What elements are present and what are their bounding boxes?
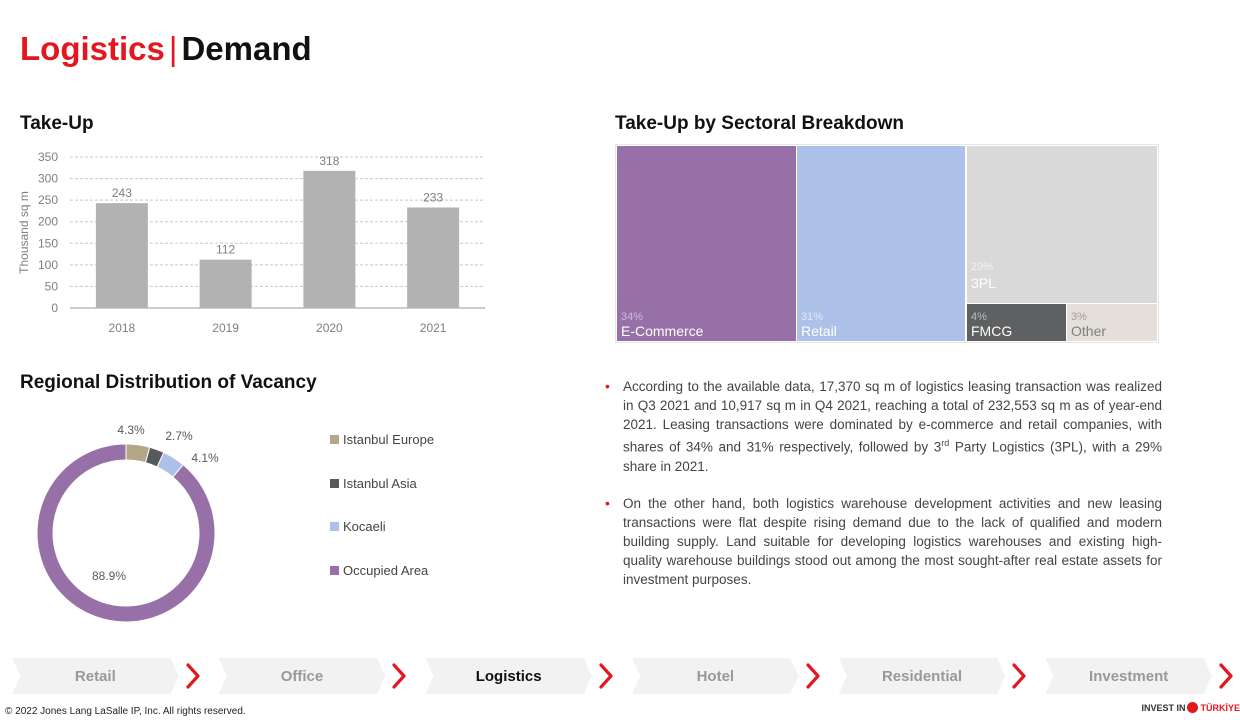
chevron-right-icon: [1009, 659, 1029, 693]
nav-tab-background: [12, 658, 179, 694]
vacancy-legend: Istanbul Europe Istanbul Asia Kocaeli Occup…: [330, 432, 490, 592]
donut-data-label: 2.7%: [165, 429, 193, 443]
treemap-category-label: FMCG: [971, 323, 1013, 339]
treemap-percent-label: 29%: [971, 261, 994, 273]
y-tick-label: 250: [38, 193, 58, 207]
bar-data-label: 318: [319, 154, 339, 168]
nav-tab-residential[interactable]: Residential: [881, 667, 962, 685]
chevron-right-icon: [803, 659, 823, 693]
y-tick-label: 50: [45, 279, 59, 293]
bar: [407, 207, 460, 308]
nav-tab-background: [425, 658, 592, 694]
donut-data-label: 4.3%: [117, 423, 145, 437]
y-tick-label: 150: [38, 236, 58, 250]
legend-label: Istanbul Asia: [343, 475, 417, 491]
bar: [303, 170, 356, 308]
treemap-percent-label: 34%: [621, 311, 644, 323]
nav-tab-background: [632, 658, 799, 694]
vacancy-donut-chart: 4.3% 2.7% 4.1% 88.9%: [36, 423, 219, 623]
x-tick-label: 2020: [316, 321, 343, 335]
treemap-percent-label: 4%: [971, 311, 987, 323]
takeup-bar-chart: 0 50 100 150 200 250 300 350 Thousand sq m 243 201…: [17, 150, 485, 335]
nav-tab-hotel[interactable]: Hotel: [696, 667, 735, 685]
treemap-category-label: Other: [1071, 323, 1107, 339]
nav-tab-retail[interactable]: Retail: [74, 667, 116, 685]
bar: [199, 259, 252, 308]
bullet-marker: •: [605, 378, 610, 394]
donut-data-label: 88.9%: [92, 569, 126, 583]
chevron-right-icon: [183, 659, 203, 693]
y-tick-label: 0: [51, 301, 58, 315]
bullet-marker: •: [605, 494, 610, 511]
nav-tab-logistics[interactable]: Logistics: [475, 667, 542, 685]
copyright-text: © 2022 Jones Lang LaSalle IP, Inc. All r…: [5, 706, 246, 717]
legend-label: Kocaeli: [343, 519, 386, 534]
vacancy-title: Regional Distribution of Vacancy: [20, 372, 317, 393]
bar-data-label: 233: [423, 190, 443, 204]
bullet-paragraph: • On the other hand, both logistics ware…: [605, 494, 1162, 589]
treemap-percent-label: 3%: [1071, 311, 1087, 323]
x-tick-label: 2021: [420, 321, 447, 335]
bar: [95, 203, 148, 308]
bullet-text-continued: Party Logistics (3PL), with a 29% share …: [623, 439, 1162, 474]
chevron-right-icon: [596, 659, 616, 693]
bar-data-label: 243: [112, 186, 132, 200]
legend-label: Istanbul Europe: [343, 432, 435, 447]
logo-turkiye-text: TÜRKİYE: [1200, 702, 1240, 713]
treemap-cell: 4% FMCG: [967, 304, 1066, 341]
sectoral-treemap: 34% E-Commerce 31% Retail 29% 3PL 4% FMCG 3% Othe…: [615, 144, 1159, 343]
logo-mark-icon: [1187, 702, 1199, 713]
donut-slice: [36, 443, 216, 623]
bullet-superscript: rd: [941, 438, 950, 448]
treemap-cell: 34% E-Commerce: [617, 146, 796, 341]
legend-swatch: [330, 435, 339, 444]
chevron-right-icon: [389, 659, 409, 693]
x-tick-label: 2019: [212, 321, 239, 335]
legend-item: Kocaeli: [330, 519, 386, 534]
y-tick-label: 300: [38, 172, 58, 186]
y-tick-label: 100: [38, 258, 58, 272]
invest-in-turkiye-logo: INVEST IN TÜRKİYE: [1141, 702, 1240, 713]
nav-tab-investment[interactable]: Investment: [1089, 667, 1169, 685]
chevron-right-icon: [1216, 659, 1236, 693]
section-nav-bar: Retail Office Logistics Hotel Residential Inv…: [0, 658, 1240, 696]
body-text: • According to the available data, 17,37…: [605, 377, 1162, 607]
bullet-text: On the other hand, both logistics wareho…: [623, 495, 1162, 587]
bullet-text: According to the available data, 17,370 …: [623, 379, 1162, 455]
nav-tab-background: [218, 658, 386, 694]
y-tick-label: 350: [38, 150, 58, 164]
treemap-cell: 3% Other: [1067, 304, 1157, 341]
legend-swatch: [330, 522, 339, 531]
treemap-category-label: Retail: [801, 323, 837, 339]
legend-item: Istanbul Europe: [330, 432, 434, 447]
logo-invest-text: INVEST IN: [1141, 702, 1186, 713]
page-title-subtopic: Demand: [181, 30, 312, 67]
legend-label: Occupied Area: [343, 562, 429, 578]
treemap-category-label: E-Commerce: [621, 323, 704, 339]
y-axis-label: Thousand sq m: [17, 191, 31, 274]
sectoral-breakdown-title: Take-Up by Sectoral Breakdown: [615, 113, 904, 134]
donut-data-label: 4.1%: [191, 451, 219, 465]
treemap-cell: 31% Retail: [797, 146, 965, 341]
page-title: Logistics | Demand: [20, 30, 312, 68]
treemap-percent-label: 31%: [801, 311, 824, 323]
treemap-cell: 29% 3PL: [967, 146, 1157, 303]
nav-tab-office[interactable]: Office: [280, 667, 324, 685]
bar-data-label: 112: [216, 243, 235, 257]
x-tick-label: 2018: [109, 321, 136, 335]
legend-swatch: [330, 478, 339, 488]
title-separator: |: [168, 30, 178, 67]
nav-tab-background: [1045, 658, 1212, 694]
page-title-topic: Logistics: [20, 30, 165, 67]
legend-swatch: [330, 565, 339, 575]
y-tick-label: 200: [38, 215, 58, 229]
legend-item: Istanbul Asia: [330, 476, 417, 491]
bullet-paragraph: • According to the available data, 17,37…: [605, 377, 1162, 476]
legend-item: Occupied Area: [330, 563, 428, 578]
treemap-category-label: 3PL: [971, 275, 996, 291]
takeup-title: Take-Up: [20, 113, 94, 134]
nav-tab-background: [838, 658, 1006, 694]
